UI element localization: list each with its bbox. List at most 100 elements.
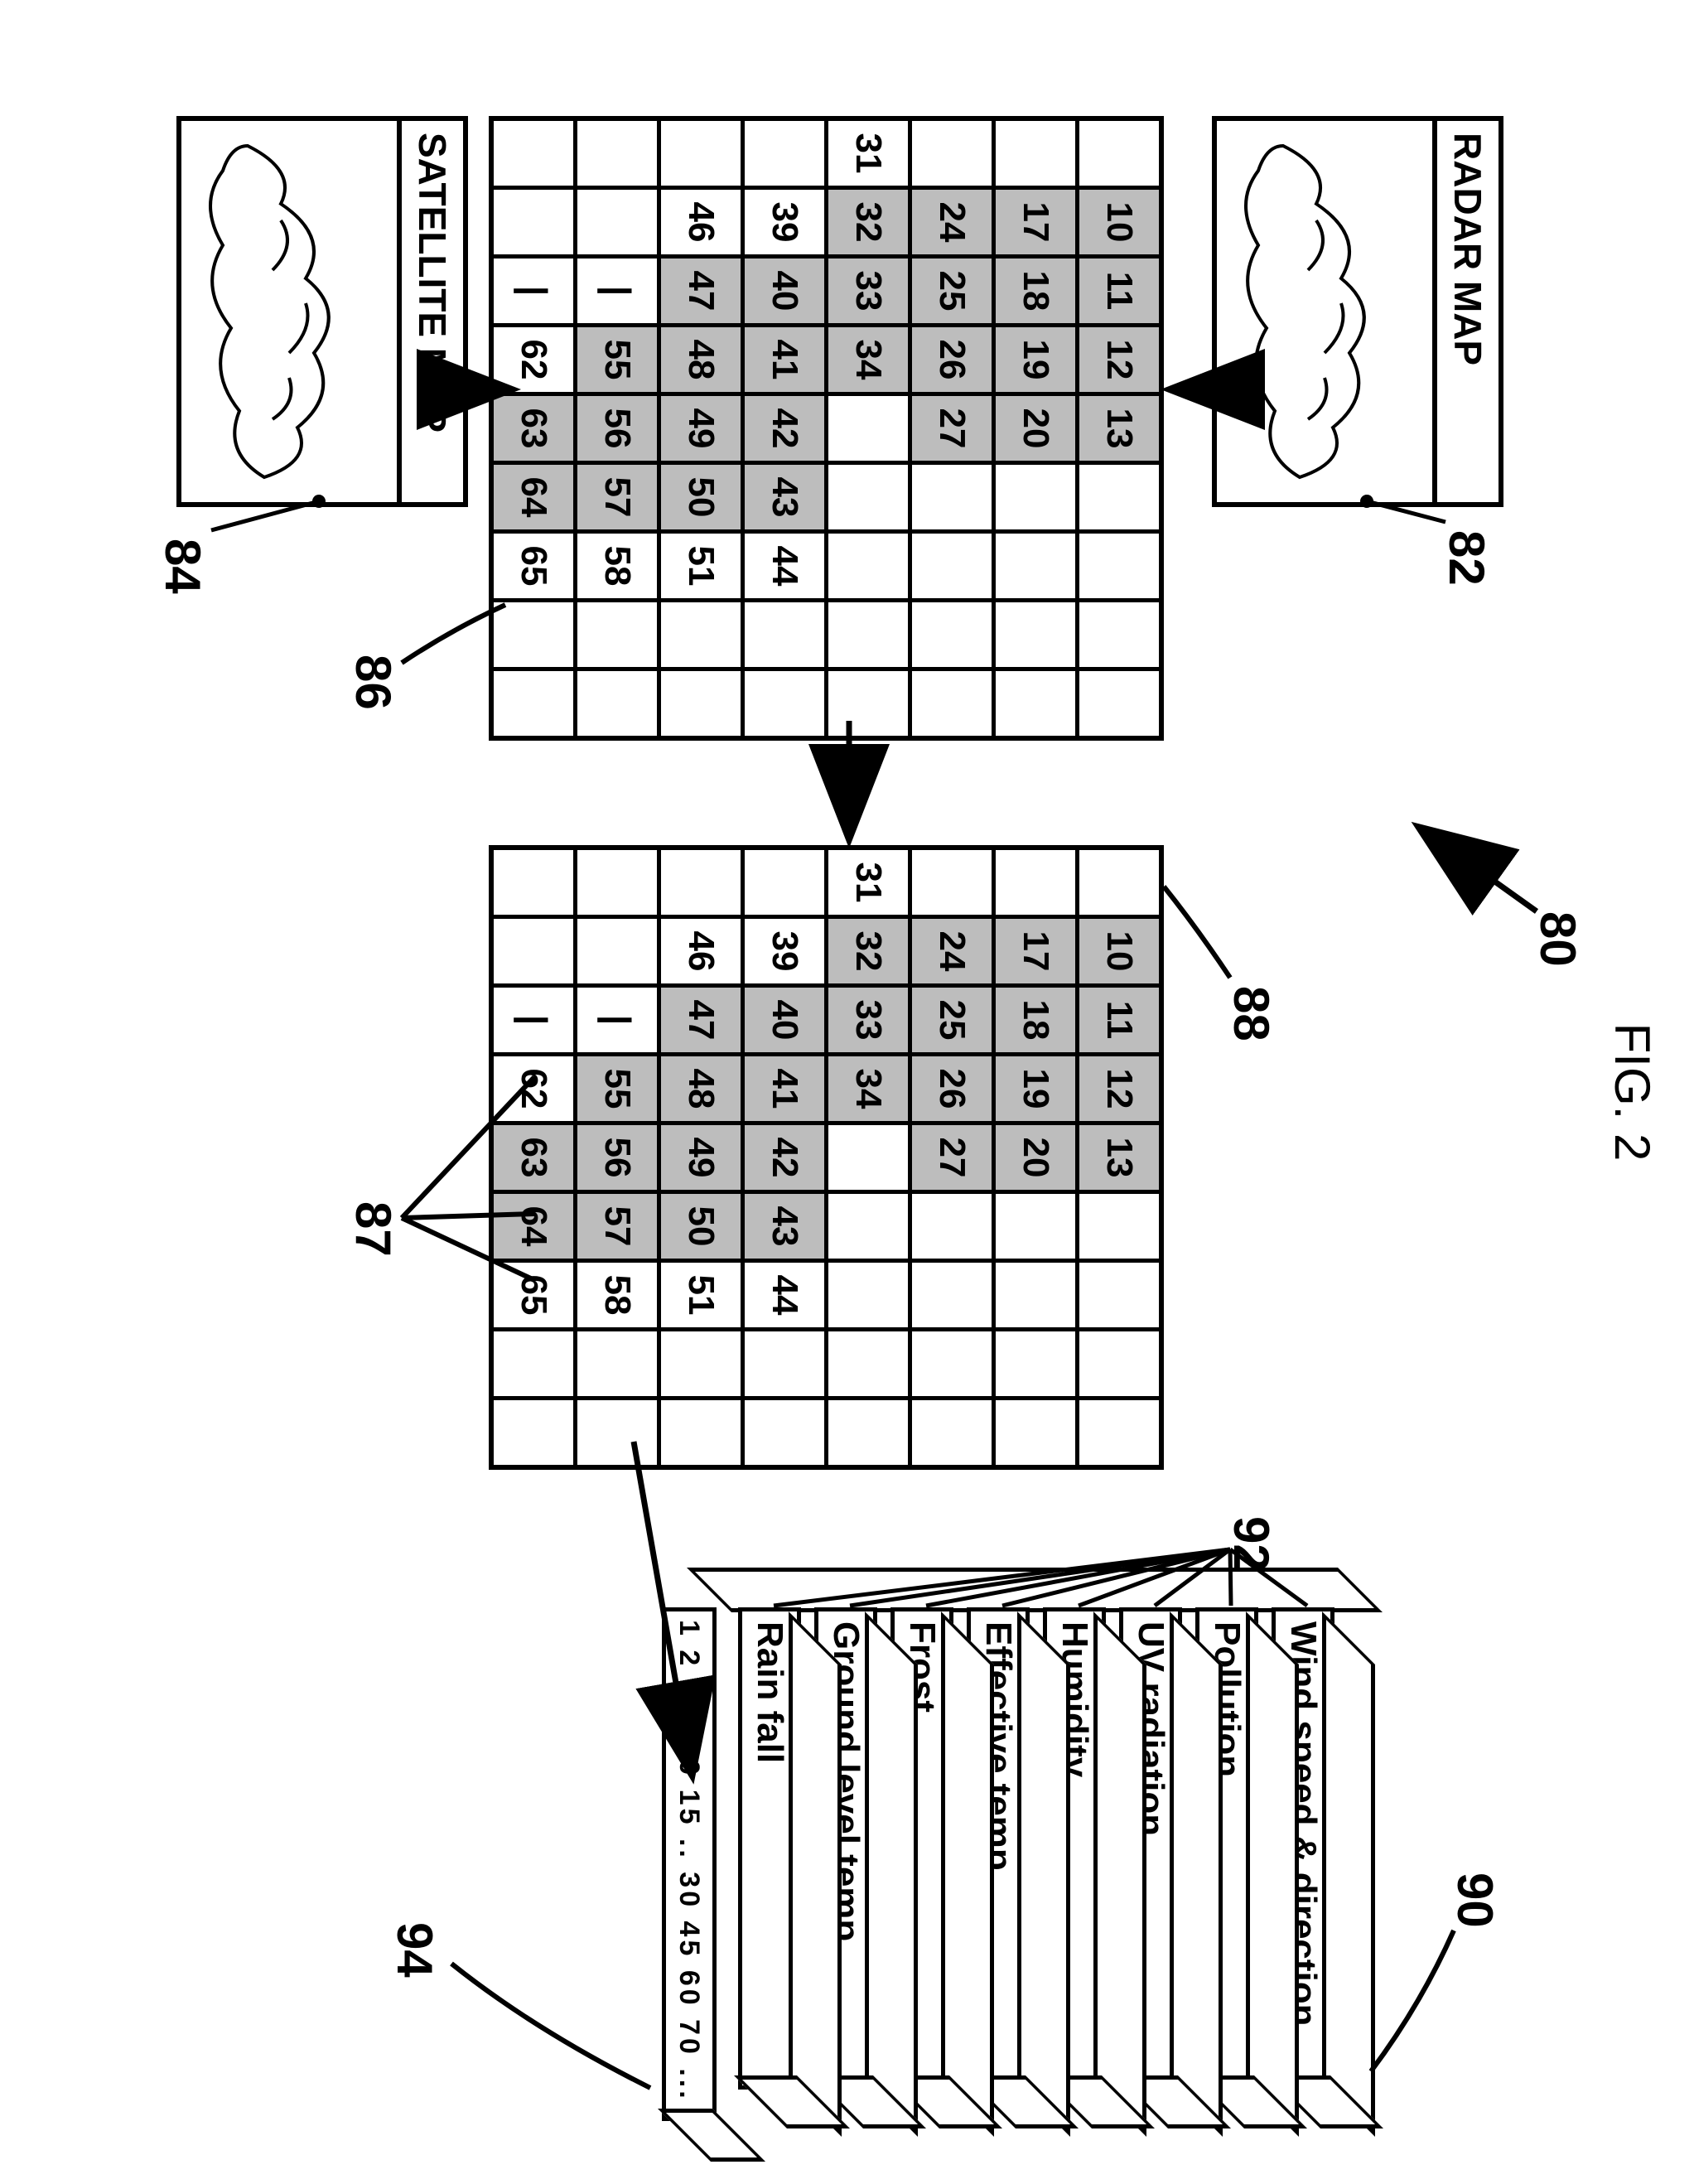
- grid-cell: [659, 1399, 743, 1468]
- grid-cell: 65: [491, 532, 576, 601]
- grid-cell: 17: [994, 188, 1078, 257]
- grid-cell: 58: [576, 1261, 659, 1330]
- grid-cell: 26: [910, 326, 994, 394]
- grid-cell: 42: [743, 394, 827, 463]
- grid-cell: [491, 1330, 576, 1399]
- grid-cell: 41: [743, 1055, 827, 1123]
- grid-cell: [827, 1330, 910, 1399]
- ref-92: 92: [1223, 1516, 1280, 1572]
- grid-cell: 20: [994, 1123, 1078, 1192]
- grid-cell: [491, 118, 576, 188]
- grid-cell: 33: [827, 986, 910, 1055]
- grid-cell: 34: [827, 326, 910, 394]
- grid-cell: [659, 601, 743, 669]
- ref-82: 82: [1438, 530, 1495, 586]
- grid-cell: [743, 118, 827, 188]
- grid-cell: 49: [659, 1123, 743, 1192]
- grid-cell: [1078, 669, 1162, 739]
- satellite-map-title: SATELLITE MAP: [397, 121, 463, 502]
- ref-80: 80: [1529, 911, 1586, 967]
- radar-map-title: RADAR MAP: [1432, 121, 1499, 502]
- grid-cell: [659, 1330, 743, 1399]
- grid-cell: [910, 118, 994, 188]
- grid-cell: [576, 669, 659, 739]
- grid-cell: [827, 463, 910, 532]
- ref-94: 94: [386, 1922, 443, 1978]
- grid-cell: 18: [994, 986, 1078, 1055]
- timeline-bar: 1 2 3 5 10 15 .. 30 45 60 70 ...: [662, 1607, 717, 2121]
- grid-cell: [910, 601, 994, 669]
- grid-cell: [994, 1192, 1078, 1261]
- grid-cell: 44: [743, 1261, 827, 1330]
- ref-84: 84: [154, 539, 211, 594]
- grid-cell: 64: [491, 463, 576, 532]
- grid-cell: [1078, 1399, 1162, 1468]
- grid-cell: 55: [576, 326, 659, 394]
- grid-cell: |: [491, 257, 576, 326]
- grid-cell: [1078, 1261, 1162, 1330]
- grid-cell: 24: [910, 188, 994, 257]
- grid-cell: 32: [827, 188, 910, 257]
- grid-cell: [576, 917, 659, 986]
- grid-cell: |: [576, 986, 659, 1055]
- grid-cell: 41: [743, 326, 827, 394]
- grid-cell: 11: [1078, 257, 1162, 326]
- grid-cell: [576, 1399, 659, 1468]
- grid-cell: [659, 118, 743, 188]
- grid-cell: 64: [491, 1192, 576, 1261]
- grid-cell: 43: [743, 1192, 827, 1261]
- grid-cell: 17: [994, 917, 1078, 986]
- grid-cell: 47: [659, 257, 743, 326]
- grid-cell: [994, 669, 1078, 739]
- grid-cell: 48: [659, 1055, 743, 1123]
- grid-cell: |: [491, 986, 576, 1055]
- grid-cell: [910, 463, 994, 532]
- grid-cell: 24: [910, 917, 994, 986]
- satellite-map-graphic: [181, 121, 397, 502]
- grid-cell: 34: [827, 1055, 910, 1123]
- grid-cell: 39: [743, 917, 827, 986]
- grid-cell: [994, 1399, 1078, 1468]
- grid-cell: 46: [659, 917, 743, 986]
- grid-cell: 47: [659, 986, 743, 1055]
- grid-cell: 57: [576, 463, 659, 532]
- grid-cell: 13: [1078, 394, 1162, 463]
- grid-cell: [1078, 118, 1162, 188]
- ref-86: 86: [345, 655, 402, 710]
- grid-cell: [994, 848, 1078, 917]
- grid-cell: 40: [743, 986, 827, 1055]
- grid-cell: 58: [576, 532, 659, 601]
- grid-cell: [491, 848, 576, 917]
- grid-cell: 63: [491, 394, 576, 463]
- grid-cell: [910, 1399, 994, 1468]
- grid-cell: 49: [659, 394, 743, 463]
- grid-cell: [1078, 463, 1162, 532]
- grid-cell: 62: [491, 1055, 576, 1123]
- grid-cell: [743, 1330, 827, 1399]
- radar-map-box: RADAR MAP: [1212, 116, 1503, 507]
- grid-cell: 56: [576, 394, 659, 463]
- grid-cell: 19: [994, 1055, 1078, 1123]
- grid-cell: [659, 669, 743, 739]
- grid-cell: [659, 848, 743, 917]
- grid-cell: 39: [743, 188, 827, 257]
- grid-cell: 10: [1078, 188, 1162, 257]
- stack-layer: Rain fall: [738, 1607, 801, 2090]
- grid-cell: 48: [659, 326, 743, 394]
- grid-cell: [910, 1261, 994, 1330]
- grid-cell: |: [576, 257, 659, 326]
- grid-cell: 55: [576, 1055, 659, 1123]
- grid-cell: [743, 848, 827, 917]
- stack-spine: [687, 1568, 1383, 1612]
- grid-cell: [827, 394, 910, 463]
- grid-cell: 46: [659, 188, 743, 257]
- grid-cell: [827, 1123, 910, 1192]
- grid-cell: [491, 601, 576, 669]
- grid-cell: [994, 118, 1078, 188]
- ref-90: 90: [1446, 1872, 1503, 1928]
- grid-cell: 50: [659, 463, 743, 532]
- grid-cell: [910, 532, 994, 601]
- grid-cell: [994, 1330, 1078, 1399]
- grid-cell: 12: [1078, 1055, 1162, 1123]
- grid-cell: [827, 1192, 910, 1261]
